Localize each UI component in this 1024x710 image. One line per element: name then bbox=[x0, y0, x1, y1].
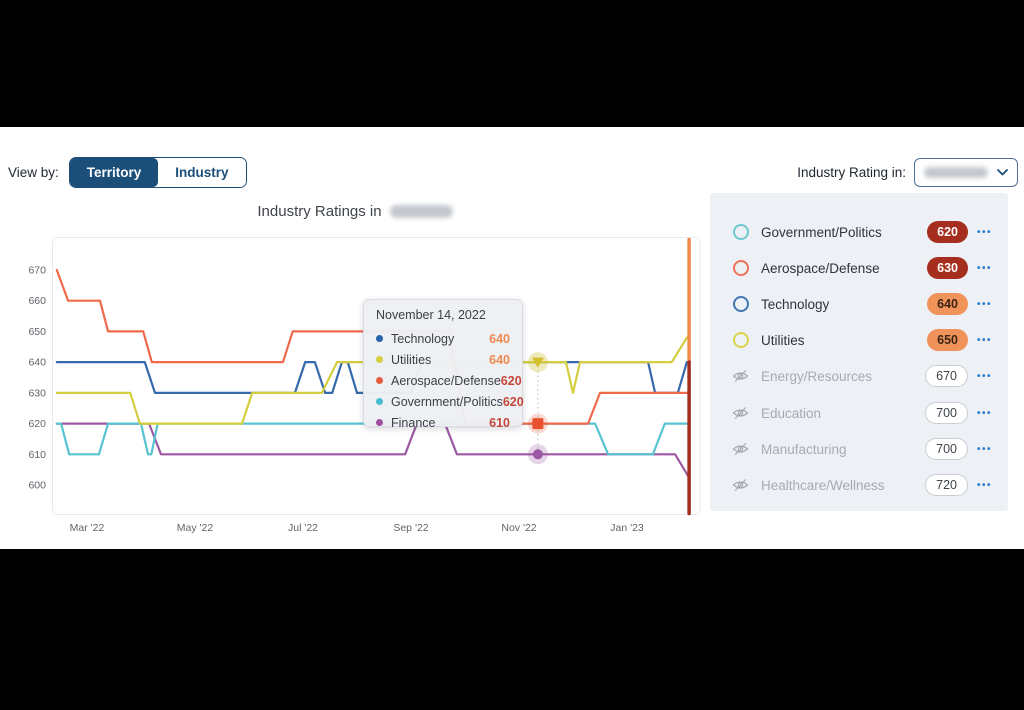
y-axis-tick-label: 650 bbox=[28, 326, 46, 338]
eye-off-icon[interactable] bbox=[732, 369, 749, 383]
tooltip-row: Government/Politics 620 bbox=[376, 391, 524, 412]
more-options-button[interactable]: ••• bbox=[976, 407, 992, 419]
y-axis-tick-label: 620 bbox=[28, 418, 46, 430]
hover-marker-square-icon bbox=[532, 418, 544, 430]
more-options-button[interactable]: ••• bbox=[976, 226, 992, 238]
y-axis-tick-label: 600 bbox=[28, 479, 46, 491]
more-options-button[interactable]: ••• bbox=[976, 334, 992, 346]
toggle-industry-button[interactable]: Industry bbox=[158, 157, 246, 187]
rating-badge: 700 bbox=[925, 438, 968, 460]
ratings-panel: View by: Territory Industry Industry Rat… bbox=[0, 127, 1024, 549]
more-options-button[interactable]: ••• bbox=[976, 370, 992, 382]
rating-in-group: Industry Rating in: bbox=[797, 157, 1018, 187]
plot-area-border bbox=[52, 237, 701, 515]
series-dot-icon bbox=[376, 419, 383, 426]
rating-in-label: Industry Rating in: bbox=[797, 164, 906, 180]
ratings-line-chart[interactable]: 670 660 650 640 630 620 610 600 Mar '22 May '22 Ju… bbox=[0, 127, 1024, 549]
eye-off-icon[interactable] bbox=[732, 406, 749, 420]
legend-row-government-politics[interactable]: Government/Politics 620 ••• bbox=[732, 214, 992, 250]
industry-legend-panel: Government/Politics 620 ••• Aerospace/De… bbox=[710, 193, 1008, 511]
tooltip-row: Finance 610 bbox=[376, 412, 510, 433]
y-axis-tick-label: 660 bbox=[28, 295, 46, 307]
series-visibility-ring-icon[interactable] bbox=[732, 296, 749, 312]
chart-title: Industry Ratings in bbox=[0, 203, 710, 220]
x-axis-tick-label: Jan '23 bbox=[610, 522, 644, 534]
series-dot-icon bbox=[376, 398, 383, 405]
chart-tooltip: November 14, 2022 Technology 640 Utiliti… bbox=[363, 299, 524, 430]
x-axis-tick-label: Mar '22 bbox=[70, 522, 105, 534]
tooltip-row: Technology 640 bbox=[376, 328, 510, 349]
tooltip-row: Utilities 640 bbox=[376, 349, 510, 370]
legend-row-utilities[interactable]: Utilities 650 ••• bbox=[732, 322, 992, 358]
rating-badge: 630 bbox=[927, 257, 968, 279]
rating-badge: 650 bbox=[927, 329, 968, 351]
chart-title-text: Industry Ratings in bbox=[257, 203, 382, 220]
legend-row-technology[interactable]: Technology 640 ••• bbox=[732, 286, 992, 322]
view-by-toggle: Territory Industry bbox=[68, 156, 247, 188]
series-dot-icon bbox=[376, 377, 383, 384]
redacted-location-text bbox=[924, 166, 988, 178]
tooltip-row: Aerospace/Defense 620 bbox=[376, 370, 522, 391]
series-line-aerospace-defense bbox=[55, 268, 691, 425]
legend-row-education[interactable]: Education 700 ••• bbox=[732, 395, 992, 431]
rating-badge: 720 bbox=[925, 474, 968, 496]
view-by-label: View by: bbox=[8, 164, 59, 180]
rating-badge: 620 bbox=[927, 221, 968, 243]
series-line-utilities bbox=[55, 336, 691, 425]
y-axis-tick-label: 640 bbox=[28, 357, 46, 369]
legend-row-manufacturing[interactable]: Manufacturing 700 ••• bbox=[732, 431, 992, 467]
more-options-button[interactable]: ••• bbox=[976, 298, 992, 310]
more-options-button[interactable]: ••• bbox=[976, 443, 992, 455]
view-by-group: View by: Territory Industry bbox=[8, 156, 247, 188]
series-dot-icon bbox=[376, 335, 383, 342]
rating-badge: 640 bbox=[927, 293, 968, 315]
series-visibility-ring-icon[interactable] bbox=[732, 332, 749, 348]
series-visibility-ring-icon[interactable] bbox=[732, 260, 749, 276]
legend-row-healthcare-wellness[interactable]: Healthcare/Wellness 720 ••• bbox=[732, 467, 992, 503]
series-visibility-ring-icon[interactable] bbox=[732, 224, 749, 240]
series-dot-icon bbox=[376, 356, 383, 363]
eye-off-icon[interactable] bbox=[732, 478, 749, 492]
y-axis-tick-label: 610 bbox=[28, 449, 46, 461]
more-options-button[interactable]: ••• bbox=[976, 262, 992, 274]
series-line-government-politics bbox=[55, 422, 691, 456]
more-options-button[interactable]: ••• bbox=[976, 479, 992, 491]
y-axis-tick-label: 670 bbox=[28, 265, 46, 277]
chevron-down-icon bbox=[997, 168, 1008, 175]
hover-marker-circle-icon bbox=[532, 449, 543, 460]
redacted-location-text bbox=[389, 205, 453, 218]
legend-row-aerospace-defense[interactable]: Aerospace/Defense 630 ••• bbox=[732, 250, 992, 286]
y-axis-tick-label: 630 bbox=[28, 387, 46, 399]
tooltip-date: November 14, 2022 bbox=[376, 308, 486, 322]
eye-off-icon[interactable] bbox=[732, 442, 749, 456]
hover-marker-triangle-icon bbox=[531, 357, 544, 368]
x-axis-tick-label: Sep '22 bbox=[393, 522, 428, 534]
toggle-territory-button[interactable]: Territory bbox=[69, 157, 159, 187]
legend-row-energy-resources[interactable]: Energy/Resources 670 ••• bbox=[732, 358, 992, 394]
x-axis-tick-label: Jul '22 bbox=[288, 522, 318, 534]
rating-badge: 700 bbox=[925, 402, 968, 424]
location-dropdown[interactable] bbox=[914, 157, 1018, 187]
rating-badge: 670 bbox=[925, 365, 968, 387]
x-axis-tick-label: May '22 bbox=[177, 522, 214, 534]
x-axis-tick-label: Nov '22 bbox=[501, 522, 536, 534]
